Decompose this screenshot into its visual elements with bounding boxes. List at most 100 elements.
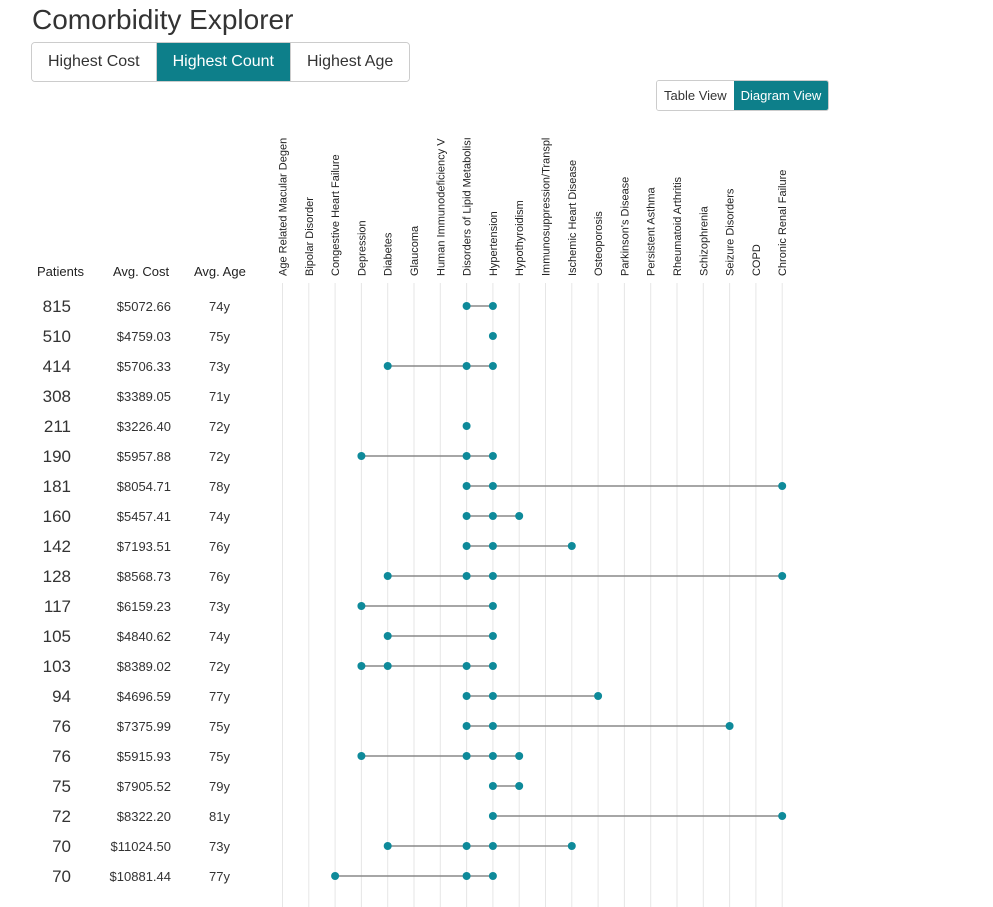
disease-dot[interactable] (488, 512, 497, 520)
disease-dot[interactable] (462, 692, 471, 700)
disease-label[interactable]: Hypothyroidism (514, 200, 526, 276)
disease-dot[interactable] (778, 482, 787, 490)
avg-age-cell: 72y (209, 449, 230, 464)
disease-label[interactable]: Parkinson's Disease (619, 177, 631, 276)
disease-label[interactable]: Rheumatoid Arthritis (672, 176, 684, 276)
disease-dot[interactable] (357, 602, 366, 610)
patients-cell: 308 (43, 387, 71, 406)
disease-dot[interactable] (594, 692, 603, 700)
disease-dot[interactable] (567, 542, 576, 550)
avg-cost-cell: $4840.62 (117, 629, 171, 644)
disease-dot[interactable] (383, 572, 392, 580)
disease-dot[interactable] (488, 602, 497, 610)
avg-cost-column-header[interactable]: Avg. Cost (113, 264, 170, 279)
disease-dot[interactable] (488, 572, 497, 580)
disease-dot[interactable] (488, 812, 497, 820)
disease-dot[interactable] (488, 332, 497, 340)
disease-label[interactable]: Chronic Renal Failure (777, 170, 789, 276)
patients-column-header[interactable]: Patients (37, 264, 84, 279)
disease-dot[interactable] (725, 722, 734, 730)
disease-dot[interactable] (488, 362, 497, 370)
disease-dot[interactable] (488, 632, 497, 640)
patients-cell: 70 (52, 837, 71, 856)
disease-label[interactable]: Disorders of Lipid Metabolisı (462, 137, 474, 276)
diagram-view-button[interactable]: Diagram View (733, 81, 829, 110)
disease-dot[interactable] (331, 872, 340, 880)
disease-dot[interactable] (488, 662, 497, 670)
disease-dot[interactable] (357, 452, 366, 460)
patients-cell: 94 (52, 687, 71, 706)
tab-highest-cost[interactable]: Highest Cost (32, 43, 157, 81)
patients-cell: 815 (43, 297, 71, 316)
disease-label[interactable]: Schizophrenia (698, 205, 710, 276)
disease-dot[interactable] (488, 752, 497, 760)
disease-label[interactable]: COPD (751, 244, 763, 276)
disease-dot[interactable] (383, 662, 392, 670)
patients-cell: 105 (43, 627, 71, 646)
disease-dot[interactable] (515, 782, 524, 790)
avg-cost-cell: $4759.03 (117, 329, 171, 344)
patients-cell: 190 (43, 447, 71, 466)
disease-dot[interactable] (383, 842, 392, 850)
disease-dot[interactable] (488, 692, 497, 700)
disease-dot[interactable] (488, 872, 497, 880)
disease-dot[interactable] (462, 722, 471, 730)
avg-cost-cell: $8322.20 (117, 809, 171, 824)
disease-dot[interactable] (462, 422, 471, 430)
disease-dot[interactable] (488, 542, 497, 550)
disease-dot[interactable] (488, 482, 497, 490)
disease-label[interactable]: Depression (356, 220, 368, 276)
disease-dot[interactable] (567, 842, 576, 850)
disease-dot[interactable] (383, 632, 392, 640)
disease-label[interactable]: Hypertension (488, 211, 500, 276)
disease-dot[interactable] (462, 512, 471, 520)
disease-label[interactable]: Human Immunodeficiency V (435, 138, 447, 276)
disease-dot[interactable] (462, 302, 471, 310)
avg-age-column-header[interactable]: Avg. Age (194, 264, 246, 279)
disease-dot[interactable] (357, 752, 366, 760)
tab-highest-age[interactable]: Highest Age (290, 43, 410, 81)
disease-dot[interactable] (462, 452, 471, 460)
disease-dot[interactable] (383, 362, 392, 370)
disease-label[interactable]: Persistent Asthma (646, 186, 658, 276)
disease-dot[interactable] (515, 512, 524, 520)
patients-cell: 181 (43, 477, 71, 496)
disease-dot[interactable] (462, 752, 471, 760)
disease-dot[interactable] (488, 782, 497, 790)
disease-dot[interactable] (488, 722, 497, 730)
disease-label[interactable]: Immunosuppression/Transpl (541, 138, 553, 276)
disease-dot[interactable] (462, 842, 471, 850)
patients-cell: 142 (43, 537, 71, 556)
disease-dot[interactable] (462, 482, 471, 490)
tab-highest-count[interactable]: Highest Count (156, 43, 291, 81)
disease-dot[interactable] (462, 362, 471, 370)
disease-label[interactable]: Diabetes (383, 232, 395, 276)
disease-dot[interactable] (462, 542, 471, 550)
table-view-button[interactable]: Table View (657, 81, 734, 110)
disease-dot[interactable] (462, 662, 471, 670)
disease-dot[interactable] (488, 452, 497, 460)
disease-dot[interactable] (462, 572, 471, 580)
disease-label[interactable]: Glaucoma (409, 225, 421, 276)
avg-age-cell: 77y (209, 869, 230, 884)
disease-dot[interactable] (357, 662, 366, 670)
avg-age-cell: 78y (209, 479, 230, 494)
disease-dot[interactable] (778, 812, 787, 820)
avg-age-cell: 74y (209, 509, 230, 524)
avg-age-cell: 76y (209, 569, 230, 584)
disease-dot[interactable] (778, 572, 787, 580)
disease-dot[interactable] (515, 752, 524, 760)
disease-dot[interactable] (488, 842, 497, 850)
patients-cell: 128 (43, 567, 71, 586)
disease-label[interactable]: Congestive Heart Failure (330, 154, 342, 276)
disease-label[interactable]: Ischemic Heart Disease (567, 160, 579, 276)
disease-label[interactable]: Seizure Disorders (725, 188, 737, 276)
disease-label[interactable]: Age Related Macular Degen (278, 138, 290, 276)
disease-label[interactable]: Osteoporosis (593, 211, 605, 276)
disease-dot[interactable] (488, 302, 497, 310)
disease-dot[interactable] (462, 872, 471, 880)
avg-age-cell: 74y (209, 629, 230, 644)
disease-label[interactable]: Bipolar Disorder (304, 197, 316, 276)
avg-age-cell: 73y (209, 359, 230, 374)
